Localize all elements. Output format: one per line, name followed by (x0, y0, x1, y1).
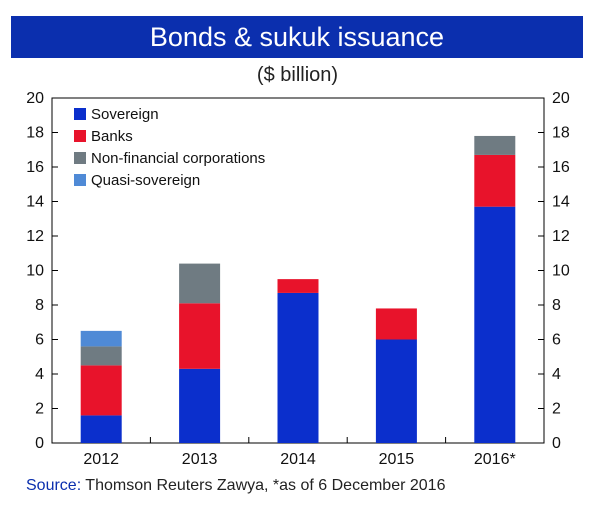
legend-label: Quasi-sovereign (91, 172, 200, 189)
bar-sovereign-2016 (474, 206, 516, 443)
source-label: Source: (26, 477, 82, 494)
y-tick-label-left: 18 (26, 125, 44, 142)
x-tick-label: 2013 (182, 451, 218, 468)
y-tick-label-right: 8 (552, 297, 561, 314)
legend-swatch (74, 152, 86, 164)
bar-sovereign-2014 (277, 292, 319, 443)
legend-label: Non-financial corporations (91, 150, 265, 167)
y-tick-label-left: 0 (35, 435, 44, 452)
y-tick-label-right: 6 (552, 332, 561, 349)
bar-sovereign-2012 (80, 415, 122, 443)
y-tick-label-right: 2 (552, 401, 561, 418)
bar-sovereign-2015 (375, 339, 417, 443)
source-note: Source: Thomson Reuters Zawya, *as of 6 … (26, 477, 445, 495)
y-tick-label-left: 16 (26, 159, 44, 176)
bar-banks-2013 (179, 303, 221, 369)
y-tick-label-right: 20 (552, 90, 570, 107)
legend-swatch (74, 108, 86, 120)
y-tick-label-left: 6 (35, 332, 44, 349)
y-tick-label-right: 16 (552, 159, 570, 176)
chart-subtitle: ($ billion) (256, 64, 339, 86)
y-tick-label-right: 18 (552, 125, 570, 142)
bar-non-financial-corporations-2012 (80, 346, 122, 366)
bar-banks-2014 (277, 279, 319, 293)
legend-swatch (74, 174, 86, 186)
x-tick-label: 2012 (83, 451, 119, 468)
chart-title: Bonds & sukuk issuance (149, 21, 445, 52)
y-tick-label-right: 0 (552, 435, 561, 452)
bar-non-financial-corporations-2016 (474, 135, 516, 155)
bar-banks-2015 (375, 308, 417, 340)
y-tick-label-left: 14 (26, 194, 44, 211)
y-tick-label-left: 20 (26, 90, 44, 107)
bar-sovereign-2013 (179, 368, 221, 443)
y-tick-label-left: 10 (26, 263, 44, 280)
x-tick-label: 2016* (474, 451, 516, 468)
y-tick-label-right: 14 (552, 194, 570, 211)
y-tick-label-left: 8 (35, 297, 44, 314)
legend-swatch (74, 130, 86, 142)
legend-label: Banks (91, 128, 133, 145)
y-tick-label-left: 2 (35, 401, 44, 418)
y-tick-label-right: 12 (552, 228, 570, 245)
x-tick-label: 2014 (280, 451, 316, 468)
bar-banks-2012 (80, 365, 122, 416)
y-tick-label-left: 12 (26, 228, 44, 245)
y-tick-label-left: 4 (35, 366, 44, 383)
source-text: Thomson Reuters Zawya, *as of 6 December… (81, 477, 446, 494)
y-tick-label-right: 4 (552, 366, 561, 383)
bar-banks-2016 (474, 154, 516, 207)
y-tick-label-right: 10 (552, 263, 570, 280)
legend-label: Sovereign (91, 106, 159, 123)
bar-non-financial-corporations-2013 (179, 263, 221, 304)
bar-quasi-sovereign-2012 (80, 330, 122, 347)
x-tick-label: 2015 (379, 451, 415, 468)
chart-title-bar: Bonds & sukuk issuance (11, 16, 583, 58)
